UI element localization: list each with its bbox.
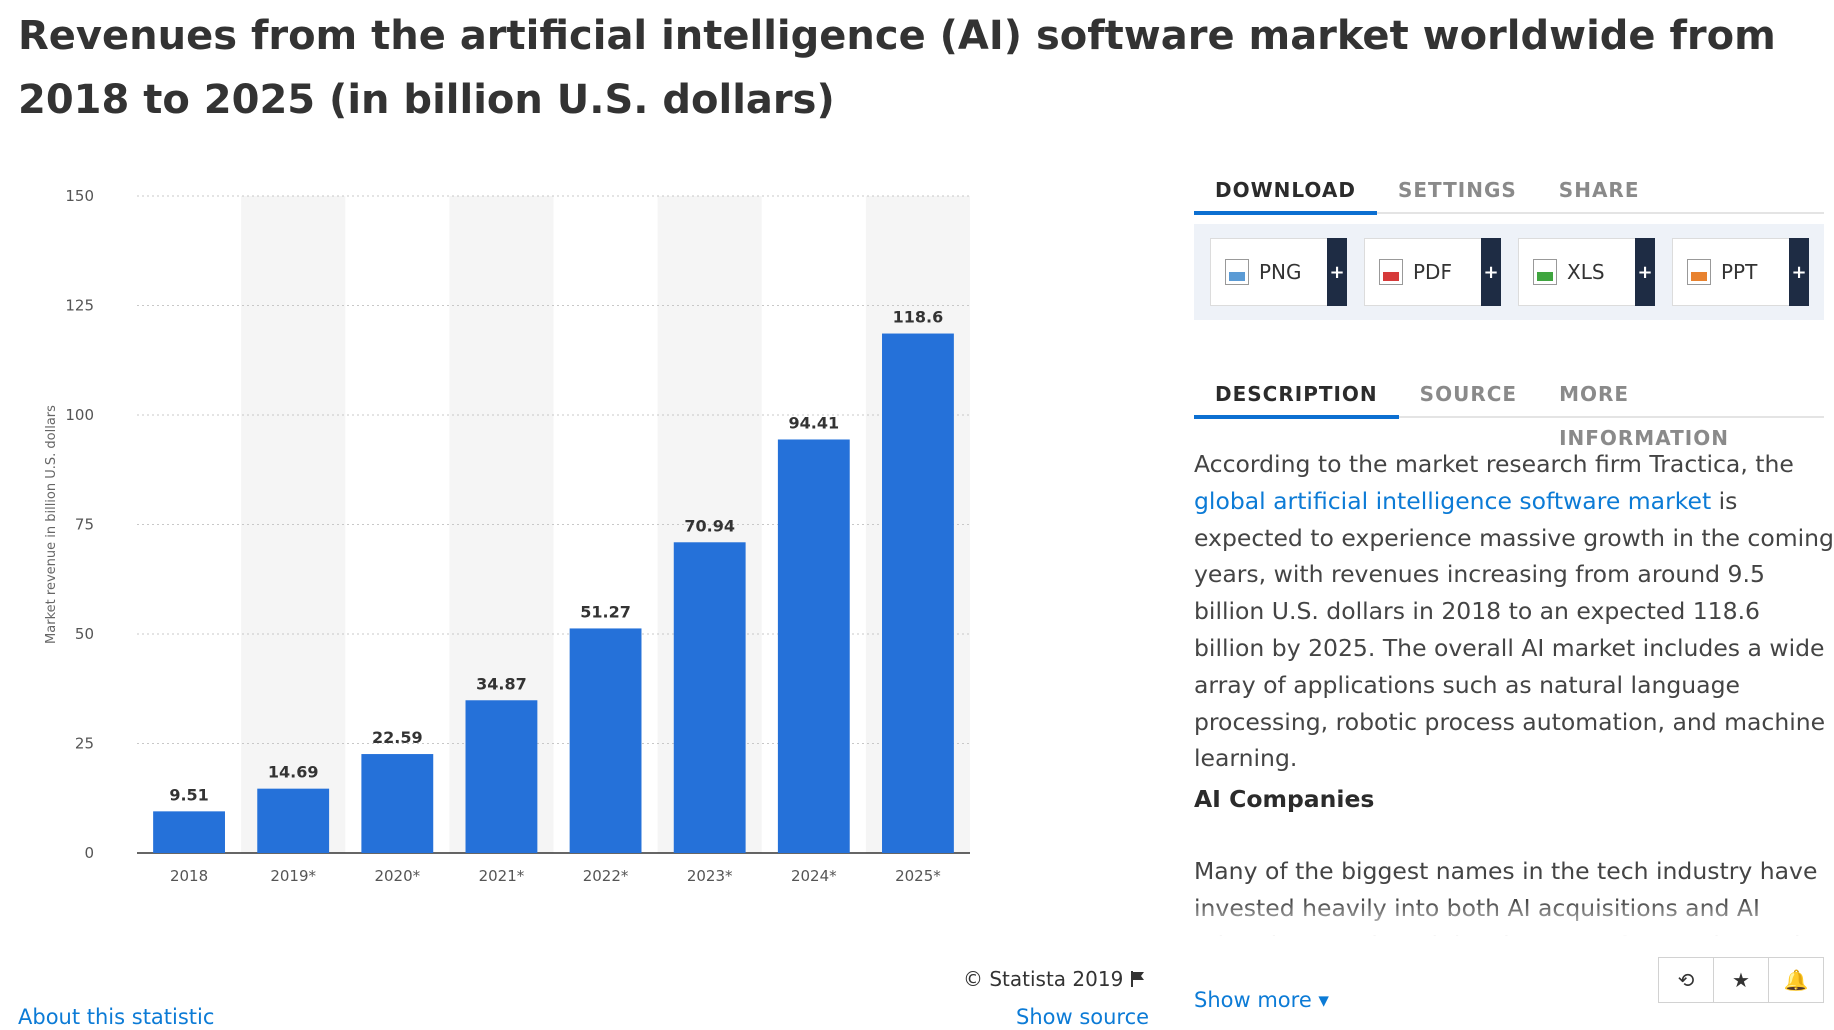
bar bbox=[569, 628, 642, 853]
download-pdf-label: PDF bbox=[1413, 260, 1452, 284]
bar bbox=[153, 811, 225, 853]
bell-icon[interactable]: 🔔 bbox=[1783, 968, 1809, 992]
xls-file-icon bbox=[1533, 259, 1557, 285]
bar bbox=[361, 754, 434, 853]
description-intro: According to the market research firm Tr… bbox=[1194, 450, 1794, 478]
data-label: 70.94 bbox=[684, 516, 735, 535]
description-continued: is expected to experience massive growth… bbox=[1194, 486, 1834, 773]
data-label: 118.6 bbox=[893, 308, 944, 327]
download-options: PNG + PDF + XLS + PPT + bbox=[1194, 224, 1824, 320]
data-label: 14.69 bbox=[268, 763, 319, 782]
plus-icon[interactable]: + bbox=[1635, 238, 1655, 306]
about-statistic-link[interactable]: About this statistic bbox=[18, 1005, 215, 1029]
ppt-file-icon bbox=[1687, 259, 1711, 285]
x-tick-label: 2021* bbox=[479, 867, 525, 885]
x-tick-label: 2020* bbox=[374, 867, 420, 885]
show-source-link[interactable]: Show source bbox=[1016, 1005, 1150, 1029]
show-more-link[interactable]: Show more ▾ bbox=[1194, 988, 1329, 1012]
plus-icon[interactable]: + bbox=[1327, 238, 1347, 306]
plus-icon[interactable]: + bbox=[1481, 238, 1501, 306]
x-tick-label: 2025* bbox=[895, 867, 941, 885]
download-ppt-button[interactable]: PPT + bbox=[1672, 238, 1809, 306]
x-tick-label: 2022* bbox=[583, 867, 629, 885]
ai-companies-heading: AI Companies bbox=[1194, 785, 1375, 814]
flag-icon[interactable] bbox=[1129, 970, 1147, 988]
x-tick-label: 2024* bbox=[791, 867, 837, 885]
download-ppt-label: PPT bbox=[1721, 260, 1758, 284]
data-label: 34.87 bbox=[476, 674, 527, 693]
y-tick-label: 0 bbox=[84, 844, 94, 862]
y-tick-label: 50 bbox=[75, 625, 94, 643]
bar bbox=[257, 788, 330, 853]
png-file-icon bbox=[1225, 259, 1249, 285]
text-fade bbox=[1194, 900, 1834, 940]
history-icon[interactable]: ⟲ bbox=[1659, 958, 1714, 1002]
y-axis-label: Market revenue in billion U.S. dollars bbox=[44, 405, 59, 644]
x-tick-label: 2018 bbox=[170, 867, 208, 885]
data-label: 94.41 bbox=[789, 413, 840, 432]
tab-download[interactable]: DOWNLOAD bbox=[1194, 168, 1377, 215]
y-tick-label: 150 bbox=[65, 187, 94, 205]
y-tick-label: 25 bbox=[75, 735, 94, 753]
y-tick-label: 100 bbox=[65, 406, 94, 424]
description-paragraph: According to the market research firm Tr… bbox=[1194, 446, 1834, 777]
description-panel: According to the market research firm Tr… bbox=[1194, 446, 1834, 936]
data-label: 9.51 bbox=[169, 785, 208, 804]
pdf-file-icon bbox=[1379, 259, 1403, 285]
market-link[interactable]: global artificial intelligence software … bbox=[1194, 486, 1712, 515]
plus-icon[interactable]: + bbox=[1789, 238, 1809, 306]
tab-source[interactable]: SOURCE bbox=[1419, 382, 1518, 406]
description-tabs: DESCRIPTION SOURCE MORE INFORMATION bbox=[1194, 372, 1824, 450]
data-label: 51.27 bbox=[580, 602, 631, 621]
x-tick-label: 2023* bbox=[687, 867, 733, 885]
x-tick-label: 2019* bbox=[270, 867, 316, 885]
bar bbox=[882, 333, 954, 853]
download-pdf-button[interactable]: PDF + bbox=[1364, 238, 1501, 306]
tab-description[interactable]: DESCRIPTION bbox=[1194, 372, 1399, 419]
bar bbox=[777, 439, 850, 853]
bar bbox=[465, 700, 538, 853]
download-png-button[interactable]: PNG + bbox=[1210, 238, 1347, 306]
star-icon[interactable]: ★ bbox=[1714, 958, 1769, 1002]
tab-settings[interactable]: SETTINGS bbox=[1397, 178, 1517, 202]
tab-more-information[interactable]: MORE INFORMATION bbox=[1559, 382, 1729, 450]
page-title: Revenues from the artificial intelligenc… bbox=[18, 13, 1776, 123]
data-label: 22.59 bbox=[372, 728, 423, 747]
copyright-text: © Statista 2019 bbox=[963, 967, 1124, 991]
download-xls-button[interactable]: XLS + bbox=[1518, 238, 1655, 306]
bar-chart: 0 25 50 75 100 125 150 9.51 2018 14.69 2019* 22.59 2… bbox=[44, 187, 970, 885]
download-xls-label: XLS bbox=[1567, 260, 1605, 284]
download-png-label: PNG bbox=[1259, 260, 1302, 284]
action-icons: ⟲ ★ 🔔 bbox=[1658, 957, 1824, 1003]
y-tick-label: 125 bbox=[65, 297, 94, 315]
y-tick-label: 75 bbox=[75, 516, 94, 534]
tab-share[interactable]: SHARE bbox=[1558, 178, 1640, 202]
copyright-notice: © Statista 2019 bbox=[963, 967, 1147, 991]
bar bbox=[673, 542, 746, 853]
download-tabs: DOWNLOAD SETTINGS SHARE bbox=[1194, 168, 1824, 215]
